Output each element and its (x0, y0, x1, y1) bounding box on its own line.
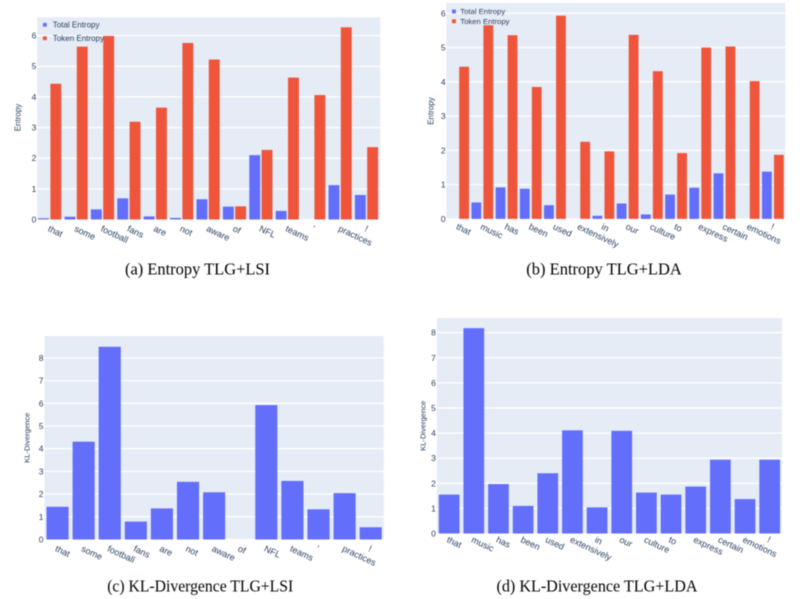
svg-text:5: 5 (32, 61, 37, 71)
svg-text:5: 5 (431, 403, 436, 413)
svg-text:4: 4 (431, 428, 436, 438)
svg-text:Entropy: Entropy (427, 97, 436, 125)
svg-text:4: 4 (39, 444, 44, 454)
svg-text:in: in (600, 222, 611, 234)
svg-text:8: 8 (431, 328, 436, 338)
svg-text:aware: aware (210, 544, 236, 563)
svg-text:used: used (552, 222, 574, 239)
svg-text:7: 7 (39, 376, 44, 386)
svg-text:that: that (445, 535, 463, 551)
svg-text:!: ! (769, 222, 776, 232)
svg-text:music: music (470, 535, 496, 554)
svg-text:been: been (527, 222, 549, 240)
svg-text:Entropy: Entropy (14, 104, 23, 132)
svg-text:2: 2 (441, 145, 446, 155)
svg-text:to: to (667, 535, 678, 547)
svg-text:KL-Divergence: KL-Divergence (418, 401, 427, 451)
svg-text:teams: teams (284, 224, 311, 244)
svg-text:4: 4 (32, 92, 37, 102)
svg-text:6: 6 (32, 31, 37, 41)
svg-text:6: 6 (39, 398, 44, 408)
svg-text:some: some (80, 544, 104, 562)
svg-text:3: 3 (441, 111, 446, 121)
svg-text:6: 6 (441, 8, 446, 18)
svg-text:NFL: NFL (262, 544, 282, 560)
svg-text:7: 7 (431, 353, 436, 363)
svg-text:!: ! (363, 224, 370, 234)
svg-text:has: has (495, 535, 513, 550)
svg-text:aware: aware (205, 224, 231, 243)
svg-text:!: ! (367, 544, 374, 554)
svg-text:1: 1 (32, 184, 37, 194)
svg-text:(b) Entropy TLG+LDA: (b) Entropy TLG+LDA (526, 260, 682, 279)
svg-text:are: are (158, 544, 174, 559)
svg-text:6: 6 (431, 378, 436, 388)
svg-text:football: football (106, 544, 137, 565)
svg-text:1: 1 (441, 180, 446, 190)
svg-text:emotions: emotions (745, 222, 783, 247)
svg-text:football: football (99, 224, 130, 245)
svg-text:3: 3 (39, 466, 44, 476)
svg-text:practices: practices (337, 224, 374, 248)
svg-text:0: 0 (431, 528, 436, 538)
svg-text:5: 5 (441, 43, 446, 53)
svg-text:teams: teams (289, 544, 316, 564)
svg-text:2: 2 (431, 478, 436, 488)
svg-text:3: 3 (431, 453, 436, 463)
svg-text:emotions: emotions (741, 535, 779, 560)
svg-text:1: 1 (39, 512, 44, 522)
svg-text:of: of (236, 544, 247, 556)
svg-text:that: that (455, 222, 473, 238)
svg-text:culture: culture (643, 535, 672, 555)
svg-text:Token Entropy: Token Entropy (53, 34, 104, 43)
svg-text:culture: culture (648, 222, 677, 242)
svg-text:Total Entropy: Total Entropy (53, 21, 100, 30)
svg-text:Token Entropy: Token Entropy (460, 17, 509, 26)
svg-text:extensively: extensively (576, 222, 621, 250)
svg-text:(a) Entropy TLG+LSI: (a) Entropy TLG+LSI (125, 260, 270, 279)
svg-text:5: 5 (39, 421, 44, 431)
svg-text:practices: practices (341, 544, 378, 568)
svg-text:1: 1 (431, 503, 436, 513)
svg-text:4: 4 (441, 77, 446, 87)
svg-text:been: been (519, 535, 541, 553)
svg-text:(d) KL-Divergence TLG+LDA: (d) KL-Divergence TLG+LDA (497, 577, 699, 596)
svg-text:': ' (310, 224, 316, 234)
svg-text:that: that (46, 224, 64, 240)
svg-text:0: 0 (39, 534, 44, 544)
svg-text:our: our (618, 535, 634, 550)
svg-text:0: 0 (441, 214, 446, 224)
svg-text:some: some (73, 224, 97, 242)
svg-text:not: not (178, 224, 194, 239)
svg-text:8: 8 (39, 353, 44, 363)
svg-text:our: our (624, 222, 640, 237)
svg-text:(c) KL-Divergence TLG+LSI: (c) KL-Divergence TLG+LSI (107, 577, 293, 596)
svg-text:music: music (479, 222, 505, 241)
svg-text:0: 0 (32, 214, 37, 224)
svg-text:2: 2 (32, 153, 37, 163)
svg-text:3: 3 (32, 123, 37, 133)
svg-text:of: of (231, 224, 242, 236)
svg-text:that: that (54, 544, 72, 560)
svg-text:extensively: extensively (569, 535, 614, 563)
svg-text:KL-Divergence: KL-Divergence (22, 413, 31, 463)
svg-text:are: are (152, 224, 168, 239)
svg-text:in: in (593, 535, 604, 547)
svg-text:': ' (315, 544, 321, 554)
svg-text:2: 2 (39, 489, 44, 499)
svg-text:to: to (673, 222, 684, 234)
svg-text:used: used (544, 535, 566, 552)
svg-text:has: has (503, 222, 521, 237)
svg-text:Total Entropy: Total Entropy (460, 7, 505, 16)
svg-text:NFL: NFL (258, 224, 278, 240)
svg-text:!: ! (766, 535, 773, 545)
svg-text:not: not (184, 544, 200, 559)
